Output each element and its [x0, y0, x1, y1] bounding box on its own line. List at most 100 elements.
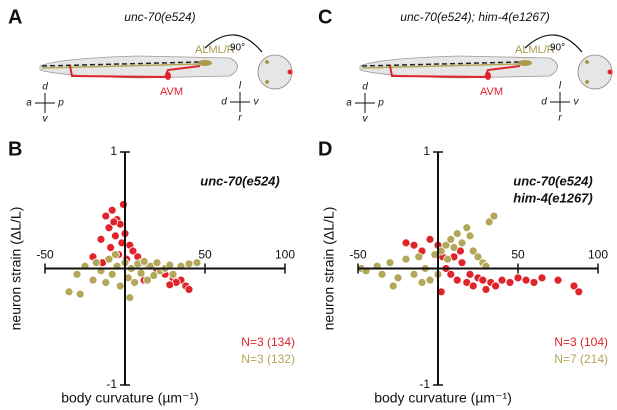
worm-body	[359, 55, 558, 79]
point	[452, 275, 462, 285]
axis-letter: l	[239, 81, 242, 92]
panel-label: A	[8, 6, 22, 28]
point	[107, 205, 117, 215]
avm-soma	[485, 72, 491, 80]
point	[425, 234, 435, 244]
point	[446, 269, 456, 279]
point	[553, 275, 563, 285]
axis-letter: p	[57, 98, 64, 109]
point	[109, 217, 119, 227]
y-tick-label: -1	[419, 377, 430, 391]
point	[465, 231, 475, 241]
axis-letter: v	[43, 114, 49, 125]
point	[106, 243, 115, 252]
point	[101, 278, 111, 287]
point	[111, 231, 120, 241]
legend-entry: N=3 (132)	[241, 352, 295, 366]
point	[401, 238, 411, 248]
nerve-dash	[41, 61, 201, 67]
point	[91, 258, 101, 268]
rotation-arrow	[204, 34, 263, 53]
legend-entry: N=7 (214)	[554, 352, 608, 366]
nerve-dash	[361, 61, 521, 67]
axis-letter: a	[346, 98, 352, 109]
point	[104, 223, 114, 233]
point	[184, 285, 194, 294]
point	[149, 271, 159, 280]
rotation-label: 90°	[550, 43, 565, 54]
x-tick-label: -50	[36, 248, 54, 262]
neuron-label: AVM	[480, 86, 503, 98]
x-axis-label: body curvature (µm⁻¹)	[61, 390, 199, 406]
avm-neuron	[389, 65, 521, 79]
point	[574, 287, 584, 297]
nerve-olive	[361, 63, 521, 69]
point	[443, 254, 453, 264]
point	[64, 287, 74, 297]
point	[192, 258, 202, 268]
point	[142, 275, 152, 285]
neuron-label: ALML/R	[515, 44, 555, 56]
point	[409, 269, 419, 279]
x-axis-label: body curvature (µm⁻¹)	[374, 390, 512, 406]
axis-letter: v	[363, 114, 369, 125]
point	[465, 269, 475, 279]
section	[577, 54, 613, 90]
point	[537, 273, 547, 283]
point	[75, 289, 85, 299]
x-tick-label: 50	[511, 248, 525, 262]
section-avm	[607, 69, 613, 75]
point	[468, 246, 478, 256]
chart-subtitle: him-4(e1267)	[513, 190, 592, 205]
point	[417, 278, 427, 287]
point	[513, 273, 523, 283]
y-tick-label: 1	[423, 144, 430, 158]
avm-soma	[165, 72, 171, 80]
point	[96, 234, 106, 244]
point	[136, 268, 146, 278]
point	[393, 273, 403, 283]
point	[452, 229, 462, 238]
axis-letter: v	[574, 97, 580, 108]
point	[152, 258, 162, 268]
section-alm	[265, 80, 269, 84]
section-alm	[585, 80, 589, 84]
point	[473, 252, 483, 262]
x-tick-label: 100	[588, 248, 608, 262]
point	[119, 200, 128, 209]
section-alm	[265, 60, 269, 64]
section-avm	[287, 69, 293, 75]
axis-letter: l	[559, 81, 562, 92]
axis-letter: d	[42, 82, 48, 93]
panel-label: D	[318, 138, 332, 160]
rotation-label: 90°	[230, 43, 245, 54]
point	[446, 234, 456, 244]
neuron-label: AVM	[160, 86, 183, 98]
avm-neuron	[69, 65, 201, 79]
point	[409, 240, 419, 250]
axis-letter: r	[558, 113, 562, 124]
diagram-title: unc-70(e524); him-4(e1267)	[400, 10, 549, 24]
axis-letter: a	[26, 98, 32, 109]
x-tick-label: 50	[198, 248, 212, 262]
point	[505, 278, 515, 287]
point	[521, 275, 531, 285]
point	[449, 243, 459, 252]
point	[125, 293, 135, 303]
neuron-label: ALML/R	[195, 44, 235, 56]
point	[529, 278, 539, 287]
point	[139, 257, 149, 266]
x-tick-label: -50	[349, 248, 367, 262]
chart-title: unc-70(e524)	[200, 173, 279, 188]
axis-letter: d	[221, 97, 227, 108]
point	[468, 281, 478, 291]
point	[130, 278, 140, 287]
point	[88, 275, 98, 285]
y-tick-label: 1	[110, 144, 117, 158]
worm-body	[39, 55, 238, 79]
point	[377, 269, 387, 279]
nerve-olive	[41, 63, 201, 69]
point	[128, 246, 138, 256]
point	[414, 252, 424, 262]
point	[457, 258, 467, 268]
